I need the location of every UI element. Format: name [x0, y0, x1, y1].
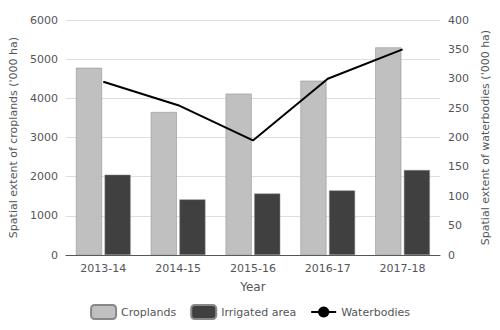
svg-text:Spatial extent of waterbodies: Spatial extent of waterbodies ('000 ha) [479, 30, 492, 245]
svg-text:50: 50 [448, 219, 462, 232]
svg-text:2015-16: 2015-16 [230, 262, 276, 275]
svg-text:1000: 1000 [30, 209, 58, 222]
svg-text:Spatial extent of croplands (': Spatial extent of croplands ('000 ha) [7, 37, 20, 238]
svg-text:Year: Year [239, 280, 265, 294]
svg-text:250: 250 [448, 102, 469, 115]
svg-text:100: 100 [448, 190, 469, 203]
svg-text:2016-17: 2016-17 [305, 262, 351, 275]
svg-text:0: 0 [51, 249, 58, 262]
svg-text:350: 350 [448, 43, 469, 56]
svg-text:2017-18: 2017-18 [380, 262, 426, 275]
svg-text:Waterbodies: Waterbodies [341, 306, 410, 319]
svg-text:200: 200 [448, 131, 469, 144]
svg-text:2014-15: 2014-15 [155, 262, 201, 275]
svg-text:2013-14: 2013-14 [80, 262, 126, 275]
svg-text:6000: 6000 [30, 14, 58, 27]
svg-text:Irrigated area: Irrigated area [221, 306, 296, 319]
svg-text:400: 400 [448, 14, 469, 27]
svg-text:0: 0 [448, 249, 455, 262]
svg-text:5000: 5000 [30, 53, 58, 66]
svg-text:150: 150 [448, 160, 469, 173]
svg-text:3000: 3000 [30, 131, 58, 144]
svg-text:2000: 2000 [30, 170, 58, 183]
svg-text:Croplands: Croplands [121, 306, 176, 319]
svg-text:4000: 4000 [30, 92, 58, 105]
svg-text:300: 300 [448, 72, 469, 85]
